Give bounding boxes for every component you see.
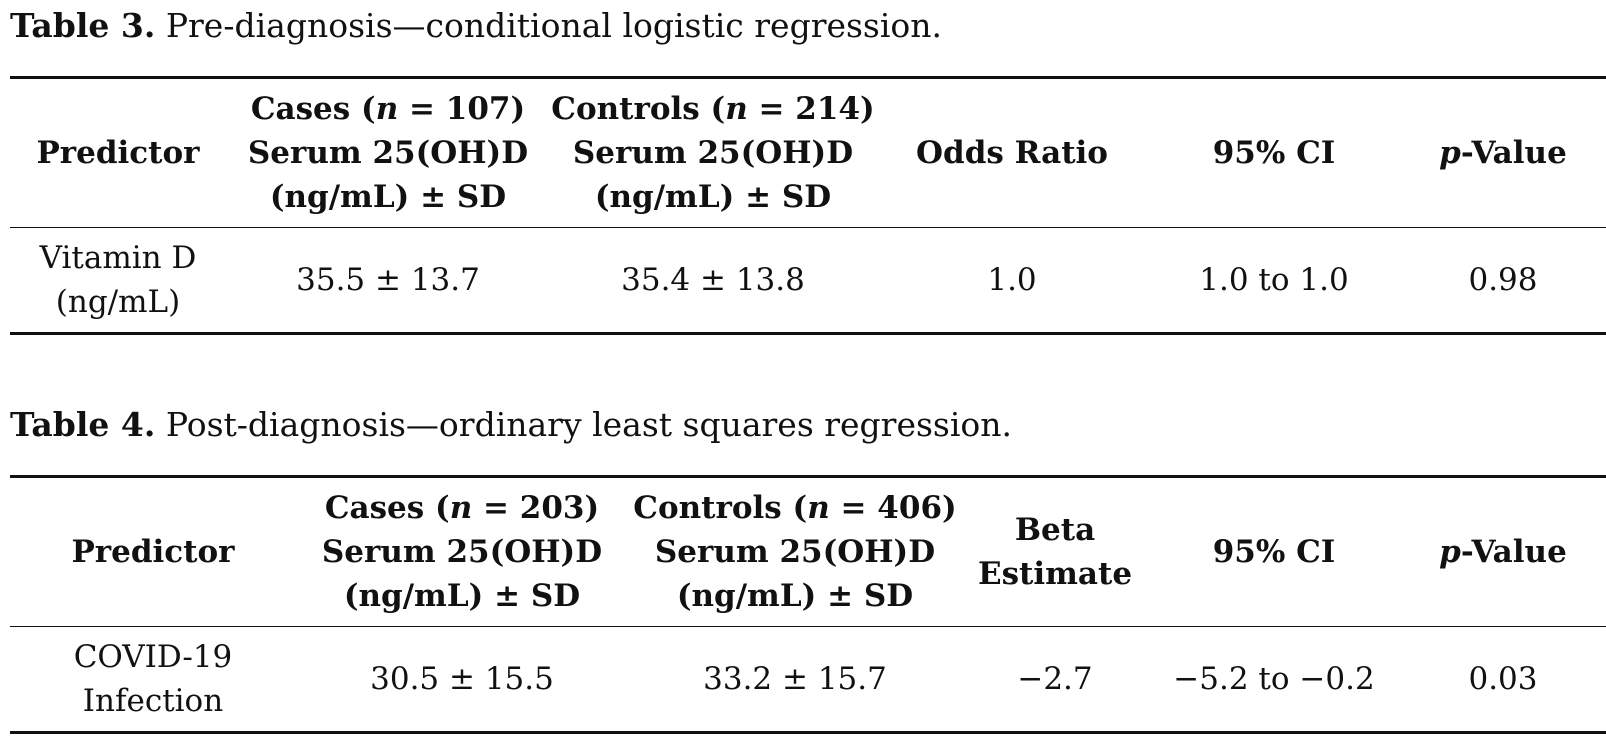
header-cases-line3: (ng/mL) ± SD	[269, 179, 507, 215]
header-cases: Cases (n = 203) Serum 25(OH)D (ng/mL) ± …	[296, 477, 628, 627]
cell-predictor-line1: Vitamin D	[39, 240, 197, 276]
header-controls-line3: (ng/mL) ± SD	[594, 179, 832, 215]
header-beta-estimate: Beta Estimate	[962, 477, 1148, 627]
header-controls-line1: Controls (n = 214)	[550, 87, 876, 131]
header-controls-line1b: = 214)	[747, 91, 875, 127]
table-row: Vitamin D (ng/mL) 35.5 ± 13.7 35.4 ± 13.…	[10, 228, 1606, 334]
header-cases-n: n	[449, 490, 473, 526]
table-4-caption-text: Post-diagnosis—ordinary least squares re…	[165, 405, 1013, 444]
cell-cases: 35.5 ± 13.7	[296, 262, 480, 298]
header-cases-line3: (ng/mL) ± SD	[343, 578, 581, 614]
header-controls-line1a: Controls (	[551, 91, 726, 127]
cell-predictor-line1: COVID-19	[73, 639, 233, 675]
table-3: Predictor Cases (n = 107) Serum 25(OH)D …	[10, 76, 1606, 335]
table-row: COVID-19 Infection 30.5 ± 15.5 33.2 ± 15…	[10, 627, 1606, 733]
header-beta-line1: Beta	[1014, 512, 1096, 548]
header-odds-ratio-label: Odds Ratio	[916, 135, 1108, 171]
header-p-rest: -Value	[1460, 135, 1567, 171]
header-ci-label: 95% CI	[1212, 135, 1336, 171]
cell-controls: 33.2 ± 15.7	[703, 661, 887, 697]
header-cases-line1: Cases (n = 107)	[226, 87, 550, 131]
cell-beta-estimate: −2.7	[1017, 661, 1093, 697]
table-4-caption: Table 4. Post-diagnosis—ordinary least s…	[10, 405, 1012, 445]
header-p-italic: p	[1439, 135, 1461, 171]
header-ci: 95% CI	[1148, 78, 1400, 228]
header-controls-n: n	[807, 490, 830, 526]
header-controls-line1a: Controls (	[633, 490, 808, 526]
table-3-caption-text: Pre-diagnosis—conditional logistic regre…	[165, 6, 943, 45]
header-beta-line2: Estimate	[977, 556, 1133, 592]
header-ci: 95% CI	[1148, 477, 1400, 627]
header-cases: Cases (n = 107) Serum 25(OH)D (ng/mL) ± …	[226, 78, 550, 228]
header-controls: Controls (n = 406) Serum 25(OH)D (ng/mL)…	[628, 477, 962, 627]
table-3-header-row: Predictor Cases (n = 107) Serum 25(OH)D …	[10, 77, 1606, 228]
header-controls-line1b: = 406)	[829, 490, 957, 526]
header-cases-line1b: = 107)	[398, 91, 526, 127]
table-3-caption: Table 3. Pre-diagnosis—conditional logis…	[10, 6, 942, 46]
cell-predictor-line2: Infection	[82, 683, 224, 719]
header-cases-line1a: Cases (	[250, 91, 376, 127]
header-p-value: p-Value	[1400, 78, 1606, 228]
table-4-header-row: Predictor Cases (n = 203) Serum 25(OH)D …	[10, 476, 1606, 627]
header-cases-line2: Serum 25(OH)D	[321, 534, 603, 570]
header-controls-line2: Serum 25(OH)D	[572, 135, 854, 171]
header-controls-line3: (ng/mL) ± SD	[676, 578, 914, 614]
cell-odds-ratio: 1.0	[987, 262, 1037, 298]
cell-predictor: Vitamin D (ng/mL)	[10, 228, 226, 334]
header-cases-n: n	[375, 91, 399, 127]
cell-predictor: COVID-19 Infection	[10, 627, 296, 733]
cell-p-value: 0.98	[1468, 262, 1538, 298]
header-cases-line1b: = 203)	[472, 490, 600, 526]
header-predictor-label: Predictor	[71, 534, 235, 570]
cell-p-value: 0.03	[1468, 661, 1538, 697]
header-controls-n: n	[725, 91, 748, 127]
header-cases-line1: Cases (n = 203)	[296, 486, 628, 530]
header-controls: Controls (n = 214) Serum 25(OH)D (ng/mL)…	[550, 78, 876, 228]
header-predictor: Predictor	[10, 477, 296, 627]
cell-controls: 35.4 ± 13.8	[621, 262, 805, 298]
header-p-value: p-Value	[1400, 477, 1606, 627]
header-cases-line1a: Cases (	[324, 490, 450, 526]
table-4: Predictor Cases (n = 203) Serum 25(OH)D …	[10, 475, 1606, 734]
header-controls-line2: Serum 25(OH)D	[654, 534, 936, 570]
header-p-rest: -Value	[1460, 534, 1567, 570]
cell-predictor-line2: (ng/mL)	[55, 284, 181, 320]
header-cases-line2: Serum 25(OH)D	[247, 135, 529, 171]
header-predictor-label: Predictor	[36, 135, 200, 171]
cell-ci: 1.0 to 1.0	[1199, 262, 1349, 298]
cell-ci: −5.2 to −0.2	[1173, 661, 1375, 697]
header-ci-label: 95% CI	[1212, 534, 1336, 570]
header-p-italic: p	[1439, 534, 1461, 570]
table-4-caption-lead: Table 4.	[10, 405, 156, 444]
header-controls-line1: Controls (n = 406)	[628, 486, 962, 530]
table-3-caption-lead: Table 3.	[10, 6, 156, 45]
cell-cases: 30.5 ± 15.5	[370, 661, 554, 697]
header-predictor: Predictor	[10, 78, 226, 228]
header-odds-ratio: Odds Ratio	[876, 78, 1148, 228]
